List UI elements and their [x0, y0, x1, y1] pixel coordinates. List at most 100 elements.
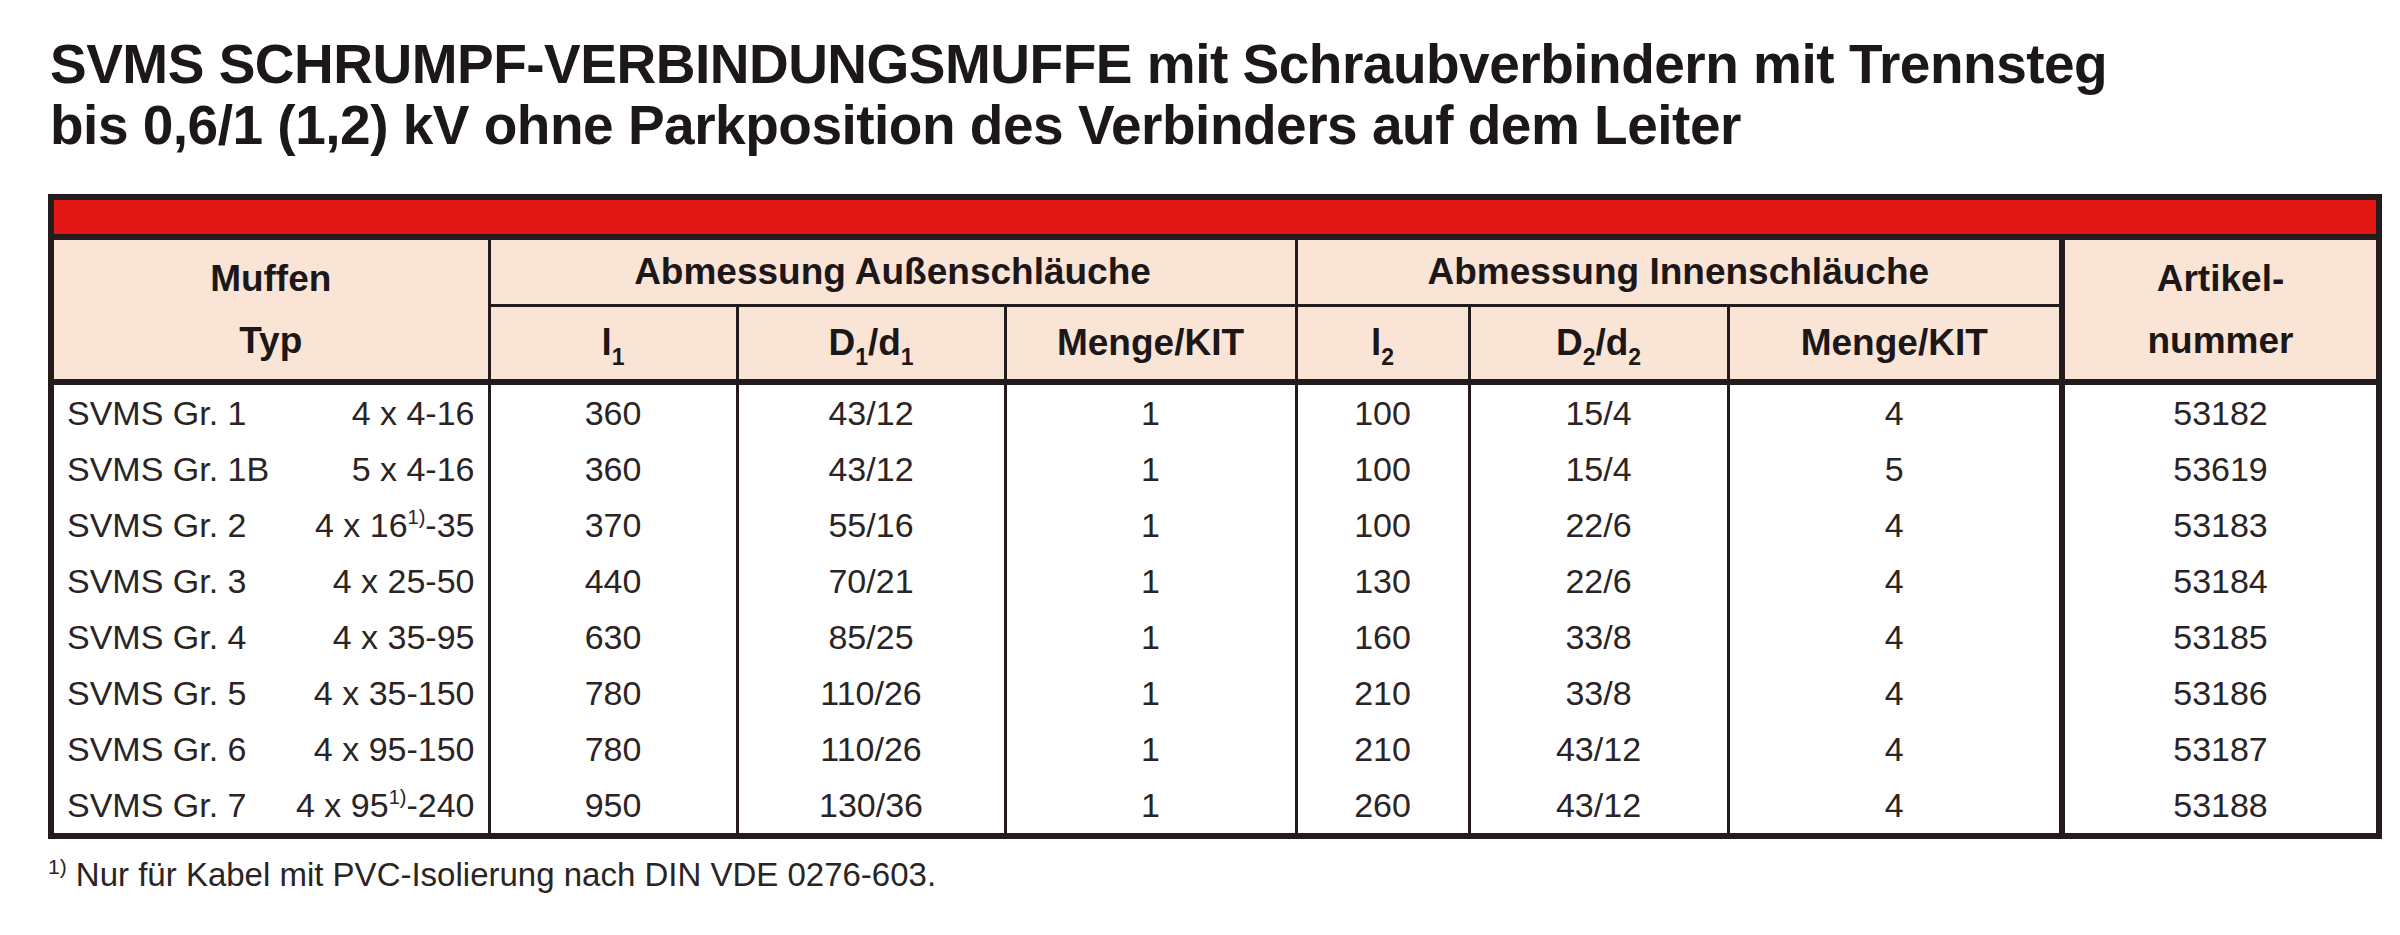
- size-pre: 4 x 4-16: [352, 394, 475, 432]
- cell-l1: 440: [489, 553, 737, 609]
- table-row: SVMS Gr. 64 x 95-150 780 110/26 1 210 43…: [51, 721, 2379, 777]
- typ-label: SVMS Gr. 5: [67, 674, 247, 713]
- typ-label: SVMS Gr. 4: [67, 618, 247, 657]
- cell-l1: 630: [489, 609, 737, 665]
- d2-cap-subscript: 2: [1583, 344, 1596, 370]
- cell-menge-innen: 4: [1728, 382, 2062, 441]
- accent-bar-row: [51, 197, 2379, 237]
- d2-cap: D: [1556, 322, 1583, 363]
- cell-menge-aussen: 1: [1005, 721, 1296, 777]
- cell-artikelnummer: 53188: [2062, 777, 2379, 836]
- cell-muffen-typ: SVMS Gr. 1B 5 x 4-16: [51, 441, 489, 497]
- cell-muffen-typ: SVMS Gr. 34 x 25-50: [51, 553, 489, 609]
- cell-menge-innen: 4: [1728, 665, 2062, 721]
- cell-d1: 130/36: [737, 777, 1005, 836]
- l2-subscript: 2: [1381, 344, 1394, 370]
- cell-d2: 15/4: [1469, 382, 1728, 441]
- cell-muffen-typ: SVMS Gr. 64 x 95-150: [51, 721, 489, 777]
- cell-menge-aussen: 1: [1005, 665, 1296, 721]
- cell-l1: 370: [489, 497, 737, 553]
- d2-low: d: [1606, 322, 1629, 363]
- cell-artikelnummer: 53182: [2062, 382, 2379, 441]
- col-header-menge-kit-innen: Menge/KIT: [1728, 306, 2062, 383]
- d1-slash: /: [868, 322, 878, 363]
- typ-label: SVMS Gr. 1B: [67, 450, 269, 489]
- size-footnote-mark: 1): [389, 786, 407, 808]
- muffen-label-line1: Muffen: [54, 248, 488, 310]
- size-post: -240: [406, 786, 474, 824]
- cell-d2: 33/8: [1469, 609, 1728, 665]
- l2-letter: l: [1371, 322, 1381, 363]
- cell-d1: 55/16: [737, 497, 1005, 553]
- table-row: SVMS Gr. 54 x 35-150 780 110/26 1 210 33…: [51, 665, 2379, 721]
- size-pre: 4 x 35-150: [314, 674, 475, 712]
- page-title-line1: SVMS SCHRUMPF-VERBINDUNGSMUFFE mit Schra…: [50, 34, 2400, 95]
- page-title: SVMS SCHRUMPF-VERBINDUNGSMUFFE mit Schra…: [50, 34, 2400, 156]
- d1-cap: D: [828, 322, 855, 363]
- footnote: 1) Nur für Kabel mit PVC-Isolierung nach…: [48, 856, 2400, 894]
- d1-low-subscript: 1: [901, 344, 914, 370]
- size-label: 5 x 4-16: [352, 450, 475, 489]
- cell-artikelnummer: 53186: [2062, 665, 2379, 721]
- cell-d2: 43/12: [1469, 777, 1728, 836]
- size-label: 4 x 35-150: [314, 674, 475, 713]
- size-pre: 4 x 25-50: [333, 562, 475, 600]
- cell-l1: 950: [489, 777, 737, 836]
- typ-label: SVMS Gr. 7: [67, 786, 247, 825]
- size-label: 4 x 95-150: [314, 730, 475, 769]
- table-row: SVMS Gr. 1B5 x 4-16 360 43/12 1 100 15/4…: [51, 441, 2379, 497]
- d1-low: d: [878, 322, 901, 363]
- cell-artikelnummer: 53184: [2062, 553, 2379, 609]
- cell-d1: 110/26: [737, 665, 1005, 721]
- col-header-l1: l1: [489, 306, 737, 383]
- cell-d2: 15/4: [1469, 441, 1728, 497]
- page-title-line2: bis 0,6/1 (1,2) kV ohne Parkposition des…: [50, 95, 2400, 156]
- cell-l1: 780: [489, 665, 737, 721]
- table-row: SVMS Gr. 14 x 4-16 360 43/12 1 100 15/4 …: [51, 382, 2379, 441]
- cell-artikelnummer: 53187: [2062, 721, 2379, 777]
- size-label: 4 x 161)-35: [315, 506, 475, 545]
- cell-menge-innen: 5: [1728, 441, 2062, 497]
- cell-l1: 360: [489, 441, 737, 497]
- size-label: 4 x 951)-240: [296, 786, 474, 825]
- cell-l2: 100: [1296, 497, 1469, 553]
- cell-menge-aussen: 1: [1005, 777, 1296, 836]
- d2-low-subscript: 2: [1628, 344, 1641, 370]
- product-spec-table: Muffen Typ Abmessung Außenschläuche Abme…: [48, 194, 2382, 839]
- cell-l2: 210: [1296, 665, 1469, 721]
- cell-l2: 260: [1296, 777, 1469, 836]
- footnote-mark: 1): [48, 855, 67, 878]
- d2-slash: /: [1595, 322, 1605, 363]
- table-row: SVMS Gr. 44 x 35-95 630 85/25 1 160 33/8…: [51, 609, 2379, 665]
- table-row: SVMS Gr. 74 x 951)-240 950 130/36 1 260 …: [51, 777, 2379, 836]
- cell-l2: 130: [1296, 553, 1469, 609]
- cell-d2: 22/6: [1469, 497, 1728, 553]
- size-pre: 4 x 95-150: [314, 730, 475, 768]
- l1-letter: l: [601, 322, 611, 363]
- cell-artikelnummer: 53183: [2062, 497, 2379, 553]
- col-header-d1: D1/d1: [737, 306, 1005, 383]
- d1-cap-subscript: 1: [855, 344, 868, 370]
- footnote-text: Nur für Kabel mit PVC-Isolierung nach DI…: [76, 856, 936, 893]
- size-pre: 5 x 4-16: [352, 450, 475, 488]
- catalog-page: SVMS SCHRUMPF-VERBINDUNGSMUFFE mit Schra…: [0, 0, 2400, 935]
- cell-muffen-typ: SVMS Gr. 14 x 4-16: [51, 382, 489, 441]
- cell-menge-innen: 4: [1728, 721, 2062, 777]
- artikel-label-line1: Artikel-: [2065, 248, 2376, 310]
- cell-muffen-typ: SVMS Gr. 7 4 x 951)-240: [51, 777, 489, 836]
- cell-menge-innen: 4: [1728, 609, 2062, 665]
- red-accent-bar: [51, 197, 2379, 237]
- cell-menge-innen: 4: [1728, 553, 2062, 609]
- size-pre: 4 x 16: [315, 506, 408, 544]
- size-label: 4 x 25-50: [333, 562, 475, 601]
- size-label: 4 x 35-95: [333, 618, 475, 657]
- col-header-artikelnummer: Artikel- nummer: [2062, 237, 2379, 382]
- cell-d2: 22/6: [1469, 553, 1728, 609]
- cell-l2: 100: [1296, 441, 1469, 497]
- cell-menge-innen: 4: [1728, 497, 2062, 553]
- cell-d2: 43/12: [1469, 721, 1728, 777]
- cell-l2: 100: [1296, 382, 1469, 441]
- cell-l2: 160: [1296, 609, 1469, 665]
- cell-menge-aussen: 1: [1005, 441, 1296, 497]
- cell-muffen-typ: SVMS Gr. 4 4 x 35-95: [51, 609, 489, 665]
